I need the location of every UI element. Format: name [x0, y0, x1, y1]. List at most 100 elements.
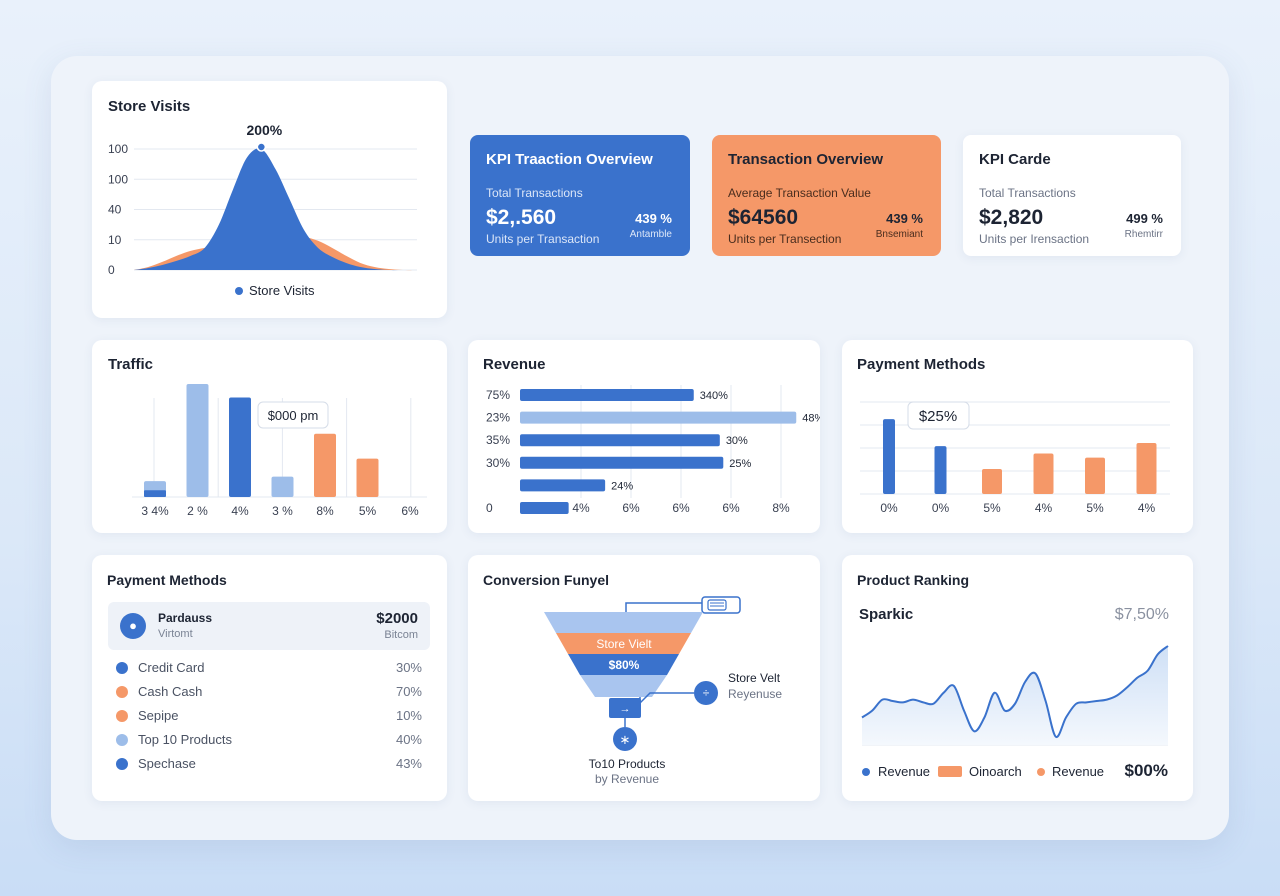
payment-methods-title: Payment Methods [857, 356, 986, 373]
payment-summary-row[interactable]: ● Pardauss Virtomt $2000 Bitcom [108, 602, 430, 650]
legend-swatch [938, 766, 962, 777]
x-tick-label: 8% [772, 501, 790, 515]
x-tick-label: 6% [722, 501, 740, 515]
kpi-sub: Units per Transaction [486, 232, 600, 246]
y-tick-label: 0 [108, 263, 115, 277]
ranking-legend: Revenue Oinoarch Revenue [862, 764, 1172, 782]
ranking-value: $7,50% [1114, 606, 1169, 623]
funnel-stage-top [544, 612, 703, 633]
ranking-title: Product Ranking [857, 572, 970, 588]
funnel-stage-2 [568, 654, 679, 675]
traffic-title: Traffic [108, 356, 154, 373]
payment-methods-chart: 0% 0% 5% 4% 5% 4% $25% [860, 401, 1170, 515]
legend-dot [116, 734, 128, 746]
store-visits-area [134, 148, 417, 271]
kpi-note: Rhemtirr [1124, 229, 1163, 240]
traffic-bar [271, 476, 294, 497]
x-tick-label: 6% [401, 504, 419, 518]
car-icon: ● [120, 613, 146, 639]
funnel-stage-1 [556, 633, 691, 654]
revenue-bar [520, 479, 606, 492]
payment-methods-list-card: Payment Methods ● Pardauss Virtomt $2000… [92, 555, 447, 801]
x-tick-label: 4% [572, 501, 590, 515]
list-item[interactable]: Top 10 Products 40% [116, 731, 422, 751]
arrow-icon-box [609, 698, 641, 718]
bar-data-label: 25% [729, 458, 751, 470]
split-icon [694, 681, 718, 705]
kpi-card-average-transaction[interactable]: Transaction Overview Average Transaction… [712, 135, 941, 256]
svg-text:→: → [620, 703, 631, 715]
list-item[interactable]: Spechase 43% [116, 755, 422, 775]
funnel-side-sub: Reyenuse [728, 687, 782, 701]
legend-dot [116, 758, 128, 770]
payment-summary-amount-sub: Bitcom [384, 629, 418, 641]
kpi-note: Antamble [629, 229, 672, 240]
funnel-diagram: Store Vielt $80% ÷ Store Velt Reyenuse →… [544, 596, 782, 786]
kpi-sub: Units per Transection [728, 232, 842, 246]
legend-label: Revenue [878, 764, 931, 779]
product-ranking-card: Product Ranking Sparkic $7,50% Revenue O… [842, 555, 1193, 801]
revenue-bar [520, 389, 694, 401]
kpi-value: $64560 [728, 206, 799, 229]
store-visits-card: Store Visits 100 100 40 10 0 200% Store Visits [92, 81, 447, 318]
legend-dot [1037, 768, 1045, 776]
payment-tooltip-text: $25% [919, 408, 957, 425]
conversion-funnel-card: Conversion Funyel Store Vielt $80% ÷ Sto… [468, 555, 820, 801]
card-icon-badge [701, 596, 741, 614]
traffic-tooltip [257, 401, 329, 429]
kpi-sub: Units per Irensaction [979, 232, 1090, 246]
list-item-label: Credit Card [138, 660, 205, 675]
x-tick-label: 3 % [272, 504, 293, 518]
list-item[interactable]: Cash Cash 70% [116, 683, 422, 703]
asterisk-icon [613, 727, 637, 751]
legend-dot [235, 287, 243, 295]
peak-marker [256, 142, 267, 152]
traffic-bar [229, 397, 251, 497]
funnel-stage-bottom [580, 675, 667, 697]
list-item-percent: 30% [395, 660, 422, 675]
y-tick-label: 10 [108, 233, 122, 247]
list-item-percent: 10% [395, 708, 422, 723]
y-tick-label: 40 [108, 203, 122, 217]
x-tick-label: 4% [1035, 501, 1053, 515]
list-item[interactable]: Credit Card 30% [116, 659, 422, 679]
payment-methods-chart-card: Payment Methods 0% 0% 5% 4% 5% 4% $25% [842, 340, 1193, 533]
payment-tooltip [907, 401, 970, 430]
kpi-card-total[interactable]: KPI Carde Total Transactions $2,820 Unit… [963, 135, 1181, 256]
kpi-label: Average Transaction Value [728, 186, 871, 200]
funnel-bottom-sub: by Revenue [595, 772, 659, 786]
revenue-card: Revenue 4% 6% 6% 6% 8% 75% 340% 23% 48% 35% 30% 30%… [468, 340, 820, 533]
x-tick-label: 5% [983, 501, 1001, 515]
y-tick-label: 23% [486, 411, 510, 425]
revenue-chart: 4% 6% 6% 6% 8% 75% 340% 23% 48% 35% 30% 30% 25% 24% 0 [486, 385, 820, 515]
kpi-card-transaction-overview[interactable]: KPI Traaction Overview Total Transaction… [470, 135, 690, 256]
list-item-percent: 40% [395, 732, 422, 747]
payment-summary-name: Pardauss [158, 611, 213, 625]
payment-bar [1033, 453, 1054, 494]
peak-label: 200% [246, 122, 282, 138]
payment-list-title: Payment Methods [107, 572, 227, 588]
svg-text:∗: ∗ [620, 732, 631, 747]
legend-dot [116, 710, 128, 722]
payment-bar [982, 469, 1002, 494]
y-tick-label: 75% [486, 388, 510, 402]
funnel-stage-1-label: Store Vielt [596, 637, 652, 651]
traffic-bar [186, 384, 209, 497]
bar-data-label: 48% [802, 413, 820, 425]
x-tick-label: 4% [231, 504, 249, 518]
revenue-bar [520, 434, 720, 447]
y-tick-label: 0 [486, 501, 493, 515]
list-item[interactable]: Sepipe 10% [116, 707, 422, 727]
y-tick-label: 100 [108, 172, 128, 186]
legend-dot [862, 768, 870, 776]
bar-data-label: 30% [726, 435, 748, 447]
traffic-bar [356, 458, 379, 497]
legend-label: Oinoarch [969, 764, 1022, 779]
legend-label: Revenue [1052, 764, 1105, 779]
x-tick-label: 5% [359, 504, 377, 518]
svg-text:÷: ÷ [703, 686, 710, 700]
list-item-percent: 70% [395, 684, 422, 699]
kpi-label: Total Transactions [979, 186, 1076, 200]
list-item-percent: 43% [395, 756, 422, 771]
legend-label: Store Visits [249, 283, 315, 298]
